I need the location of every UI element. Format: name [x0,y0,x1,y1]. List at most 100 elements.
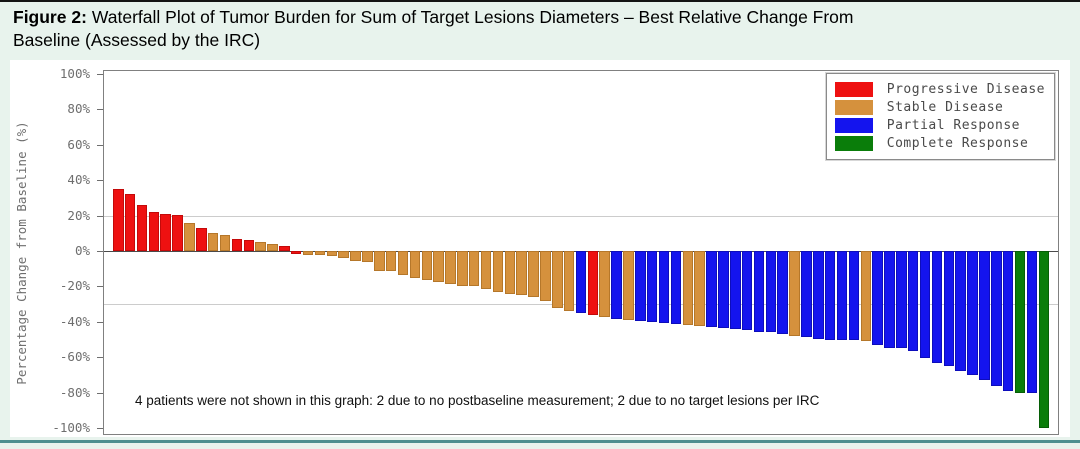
waterfall-bar [670,251,682,324]
y-tick-mark [97,109,103,111]
reference-line-20 [104,215,1058,217]
y-tick-label: 0% [74,243,90,258]
waterfall-bar [172,214,183,251]
y-tick-label: -60% [59,349,90,365]
waterfall-bar [421,251,432,281]
waterfall-bar [231,238,243,251]
y-tick-mark [97,251,103,252]
waterfall-bar [730,251,741,329]
plot-area: Percentage Change from Baseline (%) Prog… [14,66,1059,435]
waterfall-bar [374,251,385,271]
waterfall-bar [219,235,231,251]
legend-label-pd: Progressive Disease [886,82,1045,97]
waterfall-bar [124,194,136,251]
waterfall-bar [777,251,788,335]
y-tick-label: -40% [59,313,90,329]
waterfall-bar [575,251,587,313]
waterfall-bar [706,251,717,328]
waterfall-bar [350,251,361,261]
waterfall-bar [290,251,302,254]
waterfall-bar [623,251,634,320]
legend-row-pd: Progressive Disease [834,82,1045,97]
y-tick-mark [97,74,103,75]
waterfall-bar [694,251,705,327]
y-tick-label: -100% [52,420,90,435]
y-axis-title: Percentage Change from Baseline (%) [14,120,29,385]
y-tick-mark [97,321,103,323]
waterfall-bar [635,251,646,321]
waterfall-bar [765,251,777,333]
waterfall-bar [801,251,812,337]
waterfall-bar [314,251,326,256]
waterfall-bar [646,251,658,322]
waterfall-bar [552,251,563,308]
waterfall-bar [196,228,207,251]
waterfall-bar [409,251,421,279]
waterfall-bar [540,251,551,301]
waterfall-bar [267,243,278,251]
waterfall-bar [563,251,575,312]
waterfall-bar [243,239,255,251]
y-tick-mark [97,180,103,182]
figure-title-line1: Waterfall Plot of Tumor Burden for Sum o… [91,7,854,27]
bottom-border-strip [0,440,1080,443]
legend-swatch-pr [834,118,873,133]
waterfall-bar [528,251,539,297]
legend-box: Progressive Disease Stable Disease Partial… [824,72,1057,161]
waterfall-bar [991,251,1002,386]
waterfall-bar [1038,251,1049,428]
waterfall-bar [338,251,349,259]
waterfall-bar [362,251,373,262]
legend-row-sd: Stable Disease [834,100,1045,115]
legend-swatch-sd [834,100,873,115]
legend-label-pr: Partial Response [886,118,1021,133]
y-tick-mark [97,144,103,146]
waterfall-bar [480,251,492,290]
y-tick-label: 100% [59,66,90,81]
waterfall-bar [1026,251,1038,393]
chart-panel: Percentage Change from Baseline (%) Prog… [10,60,1070,437]
waterfall-bar [113,189,124,251]
waterfall-bar [136,205,148,251]
waterfall-bar [753,251,765,332]
legend-row-cr: Complete Response [834,136,1045,151]
y-tick-mark [97,357,103,359]
waterfall-bar [884,251,895,348]
waterfall-bar [718,251,729,328]
waterfall-bar [492,251,504,292]
y-tick-label: 60% [67,136,90,152]
waterfall-bar [967,251,978,375]
legend-swatch-cr [834,136,873,151]
waterfall-bar [813,251,824,339]
waterfall-bar [860,251,872,342]
legend-label-sd: Stable Disease [886,100,1004,115]
waterfall-bar [658,251,670,323]
legend-label-cr: Complete Response [886,136,1029,151]
waterfall-bar [896,251,907,349]
waterfall-bar [872,251,883,345]
waterfall-bar [445,251,456,284]
waterfall-bar [611,251,622,320]
waterfall-bar [789,251,800,336]
waterfall-bar [1014,251,1026,393]
y-tick-mark [97,392,103,394]
waterfall-bar [385,251,397,272]
waterfall-bar [302,251,314,255]
waterfall-bar [682,251,694,325]
y-tick-label: 20% [67,207,90,223]
top-border-strip [0,0,1080,2]
figure-title-line2: Baseline (Assessed by the IRC) [13,30,261,51]
waterfall-bar [824,251,836,340]
waterfall-bar [587,251,599,315]
y-tick-mark [97,286,103,288]
waterfall-bar [468,251,480,287]
waterfall-bar [931,251,943,364]
waterfall-bar [255,242,266,251]
waterfall-bar [397,251,409,275]
waterfall-bar [516,251,527,296]
y-tick-label: -20% [59,278,90,294]
waterfall-bar [741,251,753,330]
waterfall-bar [979,251,990,381]
waterfall-bar [184,222,195,251]
